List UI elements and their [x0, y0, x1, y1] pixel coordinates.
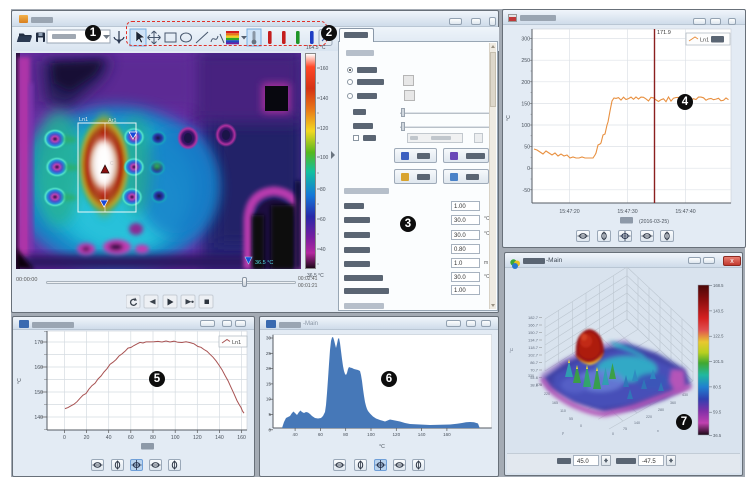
svg-text:300: 300 [521, 37, 530, 43]
svg-text:100: 100 [171, 435, 180, 441]
svg-text:143.5: 143.5 [713, 308, 724, 313]
svg-text:168.5: 168.5 [713, 283, 724, 288]
svg-text:55: 55 [569, 417, 573, 421]
svg-text:140: 140 [320, 96, 329, 102]
svg-text:36.5 °C: 36.5 °C [255, 260, 273, 266]
svg-text:20: 20 [84, 435, 90, 441]
svg-text:Ln1: Ln1 [700, 38, 709, 44]
svg-text:Ln1: Ln1 [232, 340, 241, 346]
svg-text:150.7: 150.7 [528, 330, 539, 335]
svg-text:10: 10 [266, 397, 272, 402]
svg-text:150: 150 [521, 101, 530, 107]
svg-text:80: 80 [150, 435, 156, 441]
svg-text:275: 275 [536, 383, 542, 387]
svg-text:100: 100 [320, 155, 329, 161]
svg-text:40: 40 [320, 247, 326, 253]
svg-text:15:47:30: 15:47:30 [617, 209, 637, 215]
svg-text:80.5: 80.5 [713, 384, 722, 389]
svg-text:166.7: 166.7 [528, 323, 539, 328]
svg-text:122.5: 122.5 [713, 334, 724, 339]
svg-text:164.5 °C: 164.5 °C [306, 45, 326, 51]
svg-text:36.5: 36.5 [713, 433, 722, 438]
svg-text:101.5: 101.5 [713, 359, 724, 364]
svg-text:59.5: 59.5 [713, 410, 722, 415]
svg-text:150: 150 [34, 390, 43, 396]
svg-text:C: C [110, 161, 114, 167]
svg-text:430: 430 [682, 393, 688, 397]
svg-text:160: 160 [237, 435, 246, 441]
svg-text:160: 160 [34, 365, 43, 371]
svg-text:40: 40 [106, 435, 112, 441]
svg-text:30: 30 [266, 336, 272, 341]
svg-text:100: 100 [521, 123, 530, 129]
svg-text:102.7: 102.7 [528, 353, 539, 358]
svg-text:x: x [657, 429, 659, 433]
svg-text:y: y [562, 431, 564, 435]
svg-text:(2016-03-25): (2016-03-25) [639, 219, 669, 225]
svg-text:50: 50 [524, 145, 530, 151]
svg-text:°C: °C [506, 115, 512, 121]
svg-text:140: 140 [215, 435, 224, 441]
svg-text:330: 330 [528, 374, 534, 378]
svg-text:80: 80 [343, 432, 349, 437]
svg-text:25: 25 [266, 351, 272, 356]
svg-text:120: 120 [320, 126, 329, 132]
svg-text:100: 100 [367, 432, 375, 437]
svg-text:15: 15 [266, 381, 272, 386]
svg-text:38.6: 38.6 [530, 383, 539, 388]
svg-text:140: 140 [34, 415, 43, 421]
svg-text:°C: °C [509, 347, 514, 353]
svg-text:86.7: 86.7 [530, 360, 539, 365]
svg-text:140: 140 [634, 421, 640, 425]
svg-text:110: 110 [560, 409, 566, 413]
svg-text:Ln1: Ln1 [79, 117, 88, 123]
svg-text:°C: °C [379, 444, 385, 450]
svg-text:182.7: 182.7 [528, 315, 539, 320]
svg-text:120: 120 [193, 435, 202, 441]
svg-text:60: 60 [128, 435, 134, 441]
svg-text:118.7: 118.7 [528, 345, 538, 350]
svg-text:54.6: 54.6 [530, 375, 539, 380]
svg-text:120: 120 [392, 432, 400, 437]
svg-text:15:47:40: 15:47:40 [675, 209, 695, 215]
svg-text:Ar1: Ar1 [108, 118, 117, 124]
svg-text:-50: -50 [523, 188, 531, 194]
svg-text:15:47:20: 15:47:20 [559, 209, 579, 215]
svg-text:250: 250 [521, 58, 530, 64]
svg-text:140: 140 [418, 432, 426, 437]
svg-text:0: 0 [63, 435, 66, 441]
svg-text:280: 280 [658, 408, 664, 412]
svg-text:20: 20 [266, 366, 272, 371]
svg-text:170: 170 [34, 340, 43, 346]
svg-text:40: 40 [293, 432, 299, 437]
svg-text:160: 160 [320, 66, 329, 72]
svg-text:0: 0 [527, 166, 530, 172]
svg-text:80: 80 [320, 187, 326, 193]
svg-text:220: 220 [646, 415, 652, 419]
svg-text:36.5 °C: 36.5 °C [307, 273, 324, 279]
svg-text:60: 60 [320, 217, 326, 223]
svg-text:0: 0 [612, 432, 614, 436]
svg-text:171.9: 171.9 [657, 30, 671, 36]
svg-text:200: 200 [521, 80, 530, 86]
svg-text:220: 220 [544, 392, 550, 396]
svg-text:160: 160 [443, 432, 451, 437]
svg-text:134.7: 134.7 [528, 338, 539, 343]
svg-text:165: 165 [552, 401, 558, 405]
svg-text:75: 75 [623, 427, 627, 431]
svg-text:°C: °C [17, 378, 23, 384]
svg-text:60: 60 [318, 432, 324, 437]
svg-text:70.7: 70.7 [530, 368, 539, 373]
svg-text:360: 360 [670, 401, 676, 405]
svg-text:0: 0 [580, 424, 582, 428]
